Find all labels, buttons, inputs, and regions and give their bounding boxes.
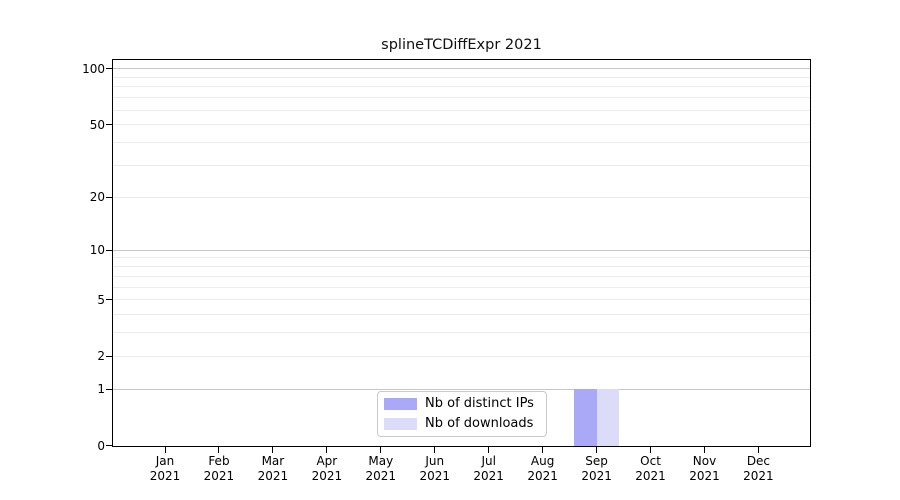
x-tick-label-jun: Jun 2021 [405, 454, 465, 484]
y-tick-label-10: 10 [89, 243, 105, 258]
year-label: 2021 [527, 469, 558, 483]
year-label: 2021 [635, 469, 666, 483]
x-tick-label-jan: Jan 2021 [135, 454, 195, 484]
x-tick-label-nov: Nov 2021 [675, 454, 735, 484]
legend-item-downloads: Nb of downloads [384, 417, 540, 431]
x-tick-oct [650, 446, 652, 453]
y-gridline-3 [113, 332, 810, 334]
year-label: 2021 [203, 469, 235, 483]
y-tick-label-0: 0 [97, 439, 105, 453]
y-gridline-70 [113, 97, 810, 99]
year-label: 2021 [743, 469, 774, 483]
y-gridline-6 [113, 286, 810, 288]
month-label: Apr [316, 454, 338, 468]
legend-item-distinct-ips: Nb of distinct IPs [384, 397, 540, 411]
x-tick-label-sep: Sep 2021 [567, 454, 627, 484]
x-tick-jun [434, 446, 436, 453]
y-gridline-100 [113, 68, 810, 70]
year-label: 2021 [257, 469, 289, 483]
y-gridline-5 [113, 299, 810, 301]
x-tick-label-oct: Oct 2021 [621, 454, 681, 484]
legend-label-distinct-ips: Nb of distinct IPs [425, 396, 534, 411]
year-label: 2021 [581, 469, 612, 483]
y-gridline-7 [113, 275, 810, 277]
year-label: 2021 [149, 469, 181, 483]
month-label: Jul [481, 454, 496, 468]
month-label: Jan [155, 454, 175, 468]
y-gridline-40 [113, 142, 810, 144]
bar-downloads-sep [596, 389, 620, 446]
month-label: Dec [746, 454, 771, 468]
y-tick-label-2: 2 [97, 349, 105, 364]
y-gridline-60 [113, 109, 810, 111]
chart-title: splineTCDiffExpr 2021 [381, 37, 542, 53]
x-tick-apr [326, 446, 328, 453]
y-tick-0 [106, 445, 112, 446]
y-tick-label-5: 5 [97, 292, 105, 307]
y-tick-20 [106, 196, 112, 198]
month-label: Mar [261, 454, 285, 468]
y-tick-100 [106, 68, 112, 70]
month-label: Jun [425, 454, 445, 468]
x-tick-feb [218, 446, 220, 453]
bar-distinct-ips-sep [574, 389, 597, 446]
x-tick-label-aug: Aug 2021 [513, 454, 573, 484]
legend-swatch-downloads [384, 418, 417, 430]
plot-area: Dec 2021 Nov 2021 Oct 2021 Sep 2021 Aug 2021 Jul 20… [82, 59, 811, 483]
y-tick-50 [106, 124, 112, 126]
y-gridline-1 [113, 388, 810, 390]
x-tick-jul [488, 446, 490, 453]
year-label: 2021 [689, 469, 720, 483]
x-tick-mar [272, 446, 274, 453]
month-label: Aug [530, 454, 555, 468]
x-tick-label-jul: Jul 2021 [459, 454, 519, 484]
year-label: 2021 [365, 469, 397, 483]
legend: Nb of distinct IPs Nb of downloads [377, 391, 547, 437]
y-gridline-50 [113, 124, 810, 126]
y-tick-10 [106, 249, 112, 251]
month-label: Oct [640, 454, 661, 468]
y-tick-label-1: 1 [97, 382, 105, 397]
year-label: 2021 [419, 469, 451, 483]
y-tick-1 [106, 388, 112, 390]
x-tick-label-feb: Feb 2021 [189, 454, 249, 484]
y-tick-label-50: 50 [89, 117, 105, 132]
y-gridline-9 [113, 257, 810, 259]
year-label: 2021 [311, 469, 343, 483]
x-tick-label-dec: Dec 2021 [728, 454, 788, 484]
x-tick-may [380, 446, 382, 453]
month-label: Feb [208, 454, 230, 468]
month-label: Sep [585, 454, 608, 468]
y-gridline-20 [113, 196, 810, 198]
x-tick-label-mar: Mar 2021 [243, 454, 303, 484]
x-tick-sep [596, 446, 598, 453]
y-tick-2 [106, 355, 112, 357]
y-gridline-90 [113, 76, 810, 78]
y-gridline-8 [113, 265, 810, 267]
y-tick-5 [106, 299, 112, 301]
x-tick-label-apr: Apr 2021 [297, 454, 357, 484]
legend-swatch-distinct-ips [384, 398, 417, 410]
month-label: Nov [692, 454, 717, 468]
x-tick-dec [757, 446, 759, 453]
x-tick-aug [542, 446, 544, 453]
month-label: May [368, 454, 394, 468]
x-tick-jan [164, 446, 166, 453]
x-tick-label-may: May 2021 [351, 454, 411, 484]
x-tick-nov [704, 446, 705, 453]
y-gridline-80 [113, 86, 810, 88]
y-tick-label-20: 20 [89, 190, 105, 205]
y-gridline-4 [113, 314, 810, 315]
year-label: 2021 [473, 469, 504, 483]
y-gridline-30 [113, 164, 810, 166]
legend-label-downloads: Nb of downloads [425, 416, 534, 431]
y-tick-label-100: 100 [82, 61, 105, 76]
y-gridline-2 [113, 355, 810, 357]
y-gridline-10 [113, 249, 810, 251]
